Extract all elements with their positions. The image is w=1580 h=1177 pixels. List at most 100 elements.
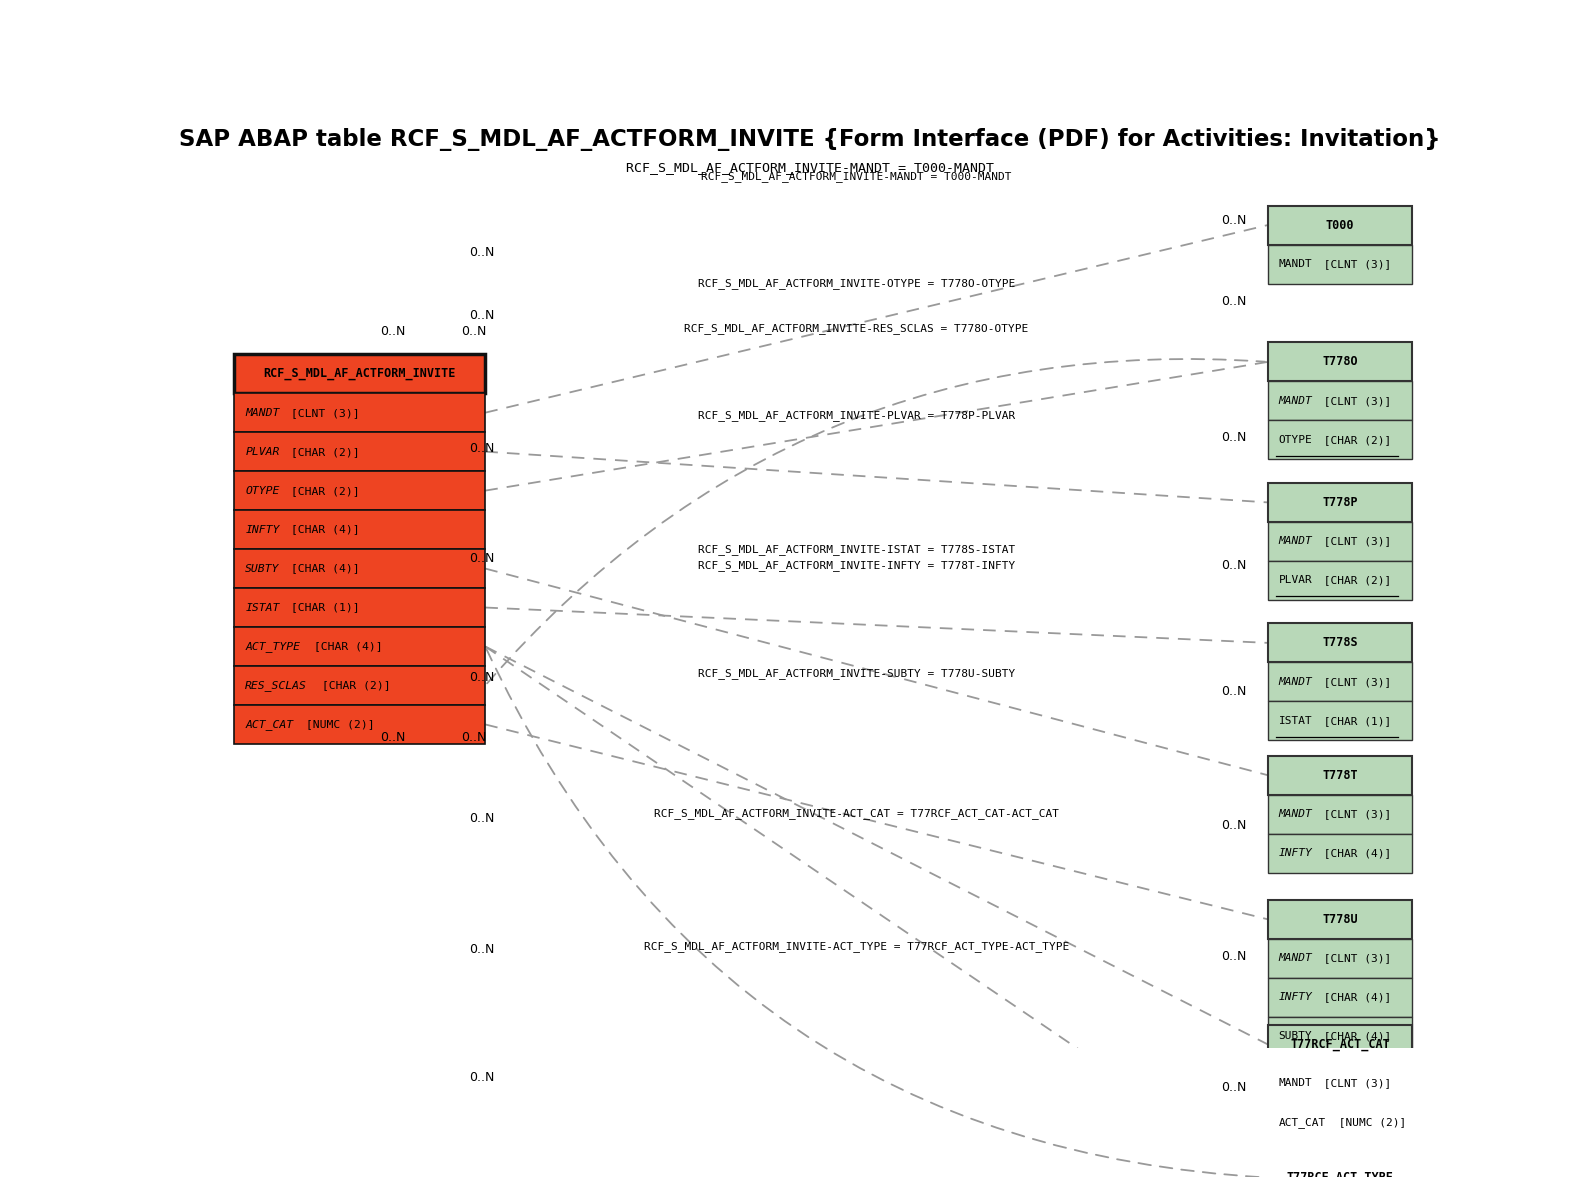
Text: [CHAR (4)]: [CHAR (4)] (284, 525, 360, 534)
Text: [CHAR (4)]: [CHAR (4)] (284, 564, 360, 573)
Text: ISTAT: ISTAT (245, 603, 280, 612)
Text: RCF_S_MDL_AF_ACTFORM_INVITE-SUBTY = T778U-SUBTY: RCF_S_MDL_AF_ACTFORM_INVITE-SUBTY = T778… (698, 667, 1014, 679)
Text: 0..N: 0..N (1221, 685, 1247, 698)
Text: [NUMC (2)]: [NUMC (2)] (299, 719, 374, 730)
Text: ACT_CAT: ACT_CAT (245, 719, 294, 730)
FancyBboxPatch shape (234, 432, 485, 471)
Text: T778P: T778P (1322, 496, 1357, 508)
Text: MANDT: MANDT (1278, 953, 1313, 963)
FancyBboxPatch shape (1267, 1017, 1413, 1056)
Text: 0..N: 0..N (469, 308, 495, 321)
FancyBboxPatch shape (234, 471, 485, 510)
Text: INFTY: INFTY (1278, 992, 1313, 1003)
Text: [CHAR (4)]: [CHAR (4)] (1316, 1031, 1390, 1042)
Text: T77RCF_ACT_CAT: T77RCF_ACT_CAT (1291, 1038, 1390, 1051)
Text: ACT_CAT: ACT_CAT (1278, 1117, 1326, 1128)
Text: 0..N: 0..N (469, 1071, 495, 1084)
Text: [CHAR (2)]: [CHAR (2)] (314, 680, 390, 691)
Text: RCF_S_MDL_AF_ACTFORM_INVITE-OTYPE = T778O-OTYPE: RCF_S_MDL_AF_ACTFORM_INVITE-OTYPE = T778… (698, 278, 1014, 290)
Text: SUBTY: SUBTY (1278, 1031, 1313, 1042)
Text: RCF_S_MDL_AF_ACTFORM_INVITE-RES_SCLAS = T778O-OTYPE: RCF_S_MDL_AF_ACTFORM_INVITE-RES_SCLAS = … (684, 324, 1029, 334)
FancyBboxPatch shape (1267, 978, 1413, 1017)
FancyBboxPatch shape (1267, 663, 1413, 701)
Text: OTYPE: OTYPE (245, 486, 280, 496)
Text: [CHAR (2)]: [CHAR (2)] (1316, 434, 1390, 445)
FancyBboxPatch shape (234, 548, 485, 588)
Text: 0..N: 0..N (469, 943, 495, 956)
FancyBboxPatch shape (1267, 343, 1413, 381)
FancyBboxPatch shape (1267, 206, 1413, 245)
Text: T77RCF_ACT_TYPE: T77RCF_ACT_TYPE (1286, 1171, 1394, 1177)
Text: 0..N: 0..N (1221, 431, 1247, 444)
Text: 0..N: 0..N (381, 325, 406, 338)
FancyBboxPatch shape (234, 588, 485, 627)
Text: MANDT: MANDT (1278, 809, 1313, 819)
FancyBboxPatch shape (1267, 899, 1413, 939)
Text: T000: T000 (1326, 219, 1354, 232)
Text: [CHAR (2)]: [CHAR (2)] (284, 486, 360, 496)
Text: 0..N: 0..N (469, 812, 495, 825)
FancyBboxPatch shape (1267, 483, 1413, 521)
FancyBboxPatch shape (234, 354, 485, 393)
Text: SAP ABAP table RCF_S_MDL_AF_ACTFORM_INVITE {Form Interface (PDF) for Activities:: SAP ABAP table RCF_S_MDL_AF_ACTFORM_INVI… (179, 127, 1441, 151)
FancyBboxPatch shape (1267, 701, 1413, 740)
FancyBboxPatch shape (1267, 1158, 1413, 1177)
FancyBboxPatch shape (1267, 624, 1413, 663)
Text: SUBTY: SUBTY (245, 564, 280, 573)
FancyBboxPatch shape (1267, 521, 1413, 561)
Text: [CHAR (1)]: [CHAR (1)] (284, 603, 360, 612)
Text: [CLNT (3)]: [CLNT (3)] (1316, 259, 1390, 270)
Text: MANDT: MANDT (1278, 1078, 1313, 1089)
FancyBboxPatch shape (1267, 561, 1413, 600)
FancyBboxPatch shape (234, 627, 485, 666)
Text: RCF_S_MDL_AF_ACTFORM_INVITE-ACT_TYPE = T77RCF_ACT_TYPE-ACT_TYPE: RCF_S_MDL_AF_ACTFORM_INVITE-ACT_TYPE = T… (643, 942, 1070, 952)
Text: OTYPE: OTYPE (1278, 434, 1313, 445)
Text: 0..N: 0..N (1221, 950, 1247, 964)
Text: MANDT: MANDT (1278, 537, 1313, 546)
FancyBboxPatch shape (234, 393, 485, 432)
Text: [CHAR (4)]: [CHAR (4)] (1316, 849, 1390, 858)
Text: MANDT: MANDT (245, 407, 280, 418)
FancyBboxPatch shape (1267, 1025, 1413, 1064)
FancyBboxPatch shape (1267, 245, 1413, 284)
Text: T778S: T778S (1322, 637, 1357, 650)
FancyBboxPatch shape (1267, 939, 1413, 978)
FancyBboxPatch shape (1267, 381, 1413, 420)
FancyBboxPatch shape (234, 666, 485, 705)
Text: 0..N: 0..N (469, 671, 495, 684)
Text: RCF_S_MDL_AF_ACTFORM_INVITE: RCF_S_MDL_AF_ACTFORM_INVITE (264, 367, 457, 380)
FancyBboxPatch shape (1267, 756, 1413, 794)
FancyBboxPatch shape (1267, 794, 1413, 833)
Text: [CLNT (3)]: [CLNT (3)] (1316, 395, 1390, 406)
FancyBboxPatch shape (1267, 420, 1413, 459)
Text: INFTY: INFTY (1278, 849, 1313, 858)
FancyBboxPatch shape (234, 510, 485, 548)
FancyBboxPatch shape (1267, 1064, 1413, 1103)
Text: T778O: T778O (1322, 355, 1357, 368)
Text: 0..N: 0..N (469, 552, 495, 565)
FancyBboxPatch shape (1267, 833, 1413, 872)
Text: ISTAT: ISTAT (1278, 716, 1313, 726)
Text: 0..N: 0..N (381, 731, 406, 744)
FancyBboxPatch shape (1267, 1103, 1413, 1142)
Text: 0..N: 0..N (461, 325, 487, 338)
Text: RCF_S_MDL_AF_ACTFORM_INVITE-MANDT = T000-MANDT: RCF_S_MDL_AF_ACTFORM_INVITE-MANDT = T000… (702, 171, 1011, 182)
Text: [CLNT (3)]: [CLNT (3)] (1316, 1078, 1390, 1089)
Text: RCF_S_MDL_AF_ACTFORM_INVITE-ACT_CAT = T77RCF_ACT_CAT-ACT_CAT: RCF_S_MDL_AF_ACTFORM_INVITE-ACT_CAT = T7… (654, 809, 1059, 819)
Text: RCF_S_MDL_AF_ACTFORM_INVITE-PLVAR = T778P-PLVAR: RCF_S_MDL_AF_ACTFORM_INVITE-PLVAR = T778… (698, 411, 1014, 421)
Text: 0..N: 0..N (461, 731, 487, 744)
Text: RCF_S_MDL_AF_ACTFORM_INVITE-MANDT = T000-MANDT: RCF_S_MDL_AF_ACTFORM_INVITE-MANDT = T000… (626, 161, 994, 174)
Text: [CHAR (4)]: [CHAR (4)] (1316, 992, 1390, 1003)
Text: [NUMC (2)]: [NUMC (2)] (1332, 1117, 1406, 1128)
Text: ACT_TYPE: ACT_TYPE (245, 641, 300, 652)
Text: 0..N: 0..N (1221, 819, 1247, 832)
Text: PLVAR: PLVAR (1278, 576, 1313, 585)
Text: RCF_S_MDL_AF_ACTFORM_INVITE-ISTAT = T778S-ISTAT: RCF_S_MDL_AF_ACTFORM_INVITE-ISTAT = T778… (698, 545, 1014, 556)
Text: 0..N: 0..N (469, 443, 495, 455)
Text: MANDT: MANDT (1278, 259, 1313, 270)
Text: T778T: T778T (1322, 769, 1357, 782)
Text: T778U: T778U (1322, 913, 1357, 926)
Text: [CHAR (4)]: [CHAR (4)] (307, 641, 382, 652)
Text: [CHAR (2)]: [CHAR (2)] (1316, 576, 1390, 585)
Text: [CLNT (3)]: [CLNT (3)] (1316, 809, 1390, 819)
